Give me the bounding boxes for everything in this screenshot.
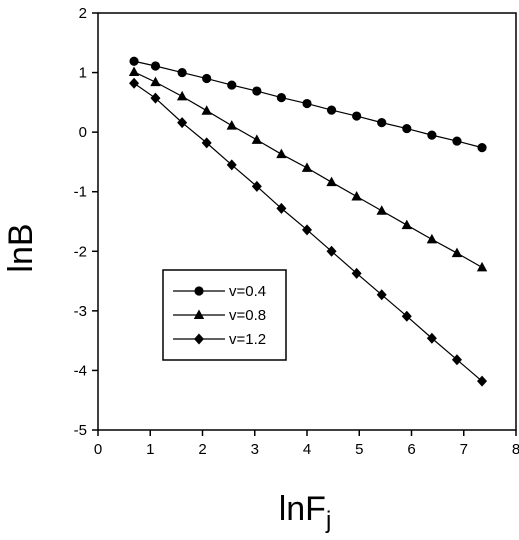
data-point <box>128 66 140 76</box>
x-tick-label: 8 <box>512 441 519 458</box>
legend-label: v=1.2 <box>229 331 266 348</box>
series-2 <box>129 77 488 387</box>
data-point <box>427 130 437 140</box>
data-point <box>476 261 488 272</box>
data-point <box>477 143 487 153</box>
axes: 0 1 2 3 4 5 6 7 8 -5 -4 -3 -2 -1 0 1 2 <box>74 5 519 458</box>
data-point <box>251 180 262 192</box>
x-tick-label: 1 <box>146 441 154 458</box>
data-point <box>227 80 237 90</box>
data-point <box>352 111 362 121</box>
data-point <box>301 162 313 172</box>
data-point <box>129 56 139 66</box>
legend-marker <box>194 333 204 345</box>
y-tick-label: 0 <box>79 124 87 141</box>
series-1 <box>128 66 488 272</box>
data-point <box>226 159 237 171</box>
data-point <box>226 120 237 130</box>
x-tick-label: 5 <box>355 441 363 458</box>
data-point <box>176 90 188 101</box>
data-point <box>276 202 287 214</box>
data-point <box>452 136 462 146</box>
data-point <box>377 118 387 128</box>
data-point <box>451 247 463 258</box>
data-point <box>201 105 212 115</box>
legend-marker <box>194 286 204 296</box>
data-point <box>401 219 412 230</box>
data-point <box>177 67 187 78</box>
data-point <box>150 76 161 87</box>
data-point <box>326 176 337 187</box>
x-tick-label: 4 <box>303 441 311 458</box>
data-point <box>402 123 412 134</box>
y-tick-label: 2 <box>79 5 87 22</box>
x-tick-label: 2 <box>198 441 206 458</box>
y-tick-label: -1 <box>74 184 87 201</box>
plot-frame <box>97 12 517 431</box>
data-point <box>376 205 387 215</box>
data-point <box>276 148 287 159</box>
data-point <box>376 289 387 301</box>
data-point <box>150 92 161 104</box>
data-point <box>326 245 337 257</box>
y-tick-label: 1 <box>79 65 87 82</box>
data-point <box>426 233 438 244</box>
data-point <box>202 73 212 84</box>
x-axis-title-main: lnF <box>279 490 326 528</box>
x-tick-label: 3 <box>251 441 259 458</box>
data-point <box>129 77 140 89</box>
y-tick-label: -4 <box>74 362 87 379</box>
y-tick-label: -2 <box>74 243 87 260</box>
data-point <box>251 134 263 144</box>
legend-label: v=0.8 <box>229 307 266 324</box>
x-tick-label: 6 <box>407 441 415 458</box>
data-point <box>302 98 312 109</box>
data-point <box>276 92 286 103</box>
series-0 <box>129 56 487 153</box>
y-tick-label: -5 <box>74 422 87 439</box>
x-axis-title: lnFj <box>279 490 332 534</box>
data-point <box>401 310 412 322</box>
data-point <box>426 332 437 344</box>
data-point <box>477 375 488 387</box>
y-axis-title: lnB <box>2 223 40 272</box>
y-tick-label: -3 <box>74 303 87 320</box>
legend-marker <box>193 309 205 319</box>
data-point <box>177 117 188 129</box>
data-point <box>326 105 337 115</box>
data-point <box>302 224 312 236</box>
data-point <box>150 61 161 71</box>
x-axis-title-subscript: j <box>325 507 331 534</box>
legend-label: v=0.4 <box>229 283 266 300</box>
x-tick-label: 0 <box>94 441 102 458</box>
data-point <box>252 86 262 96</box>
x-tick-label: 7 <box>460 441 468 458</box>
data-point <box>351 267 362 279</box>
data-point <box>201 137 212 149</box>
legend: v=0.4 v=0.8 v=1.2 <box>162 269 287 361</box>
data-point <box>351 190 362 201</box>
data-point <box>451 354 462 366</box>
series-layer <box>128 56 488 387</box>
